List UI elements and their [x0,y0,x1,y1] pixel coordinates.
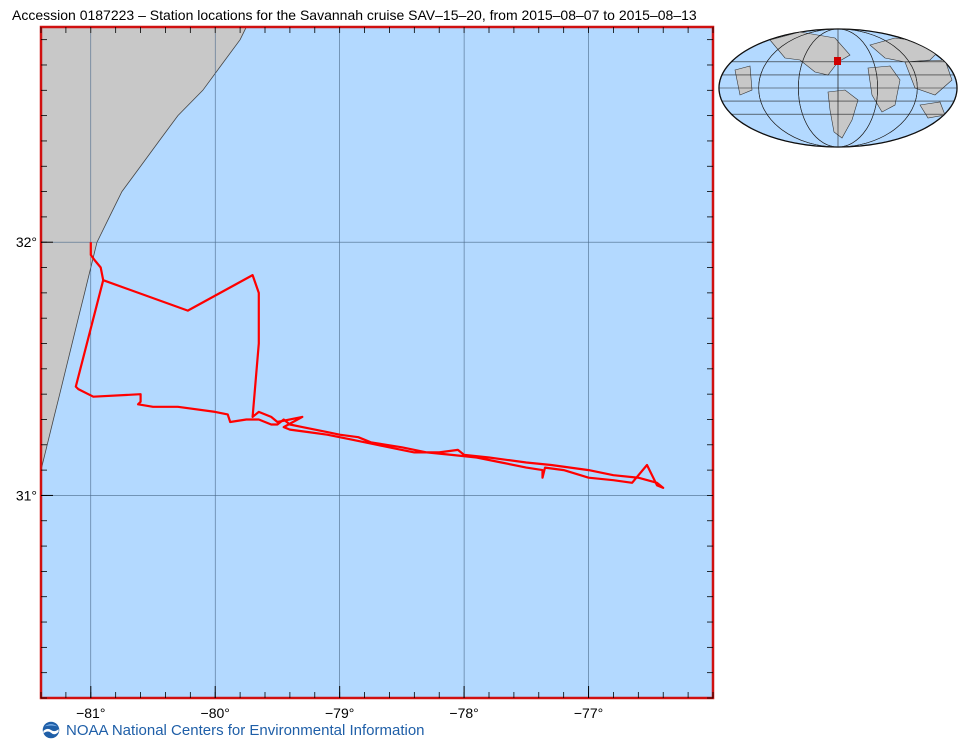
footer-text: NOAA National Centers for Environmental … [66,721,425,739]
cruise-track [74,242,665,489]
map-title: Accession 0187223 – Station locations fo… [12,7,697,23]
footer: NOAA National Centers for Environmental … [42,721,425,739]
cruise-area-marker [834,57,841,65]
x-tick-label: −78° [449,705,478,721]
x-tick-label: −81° [76,705,105,721]
continent-shape [867,65,901,113]
x-tick-label: −77° [574,705,603,721]
globe-inset [718,28,958,148]
continent-shape [904,59,953,96]
y-tick-label: 32° [16,234,37,250]
land-area [41,27,247,471]
main-map[interactable]: −81° −80° −79° −78° −77° 32° 31° [16,22,715,721]
x-tick-label: −80° [201,705,230,721]
y-tick-label: 31° [16,487,37,503]
continent-shape [769,31,851,76]
x-tick-label: −79° [325,705,354,721]
noaa-logo-icon [42,721,60,739]
map-frame [39,25,715,700]
